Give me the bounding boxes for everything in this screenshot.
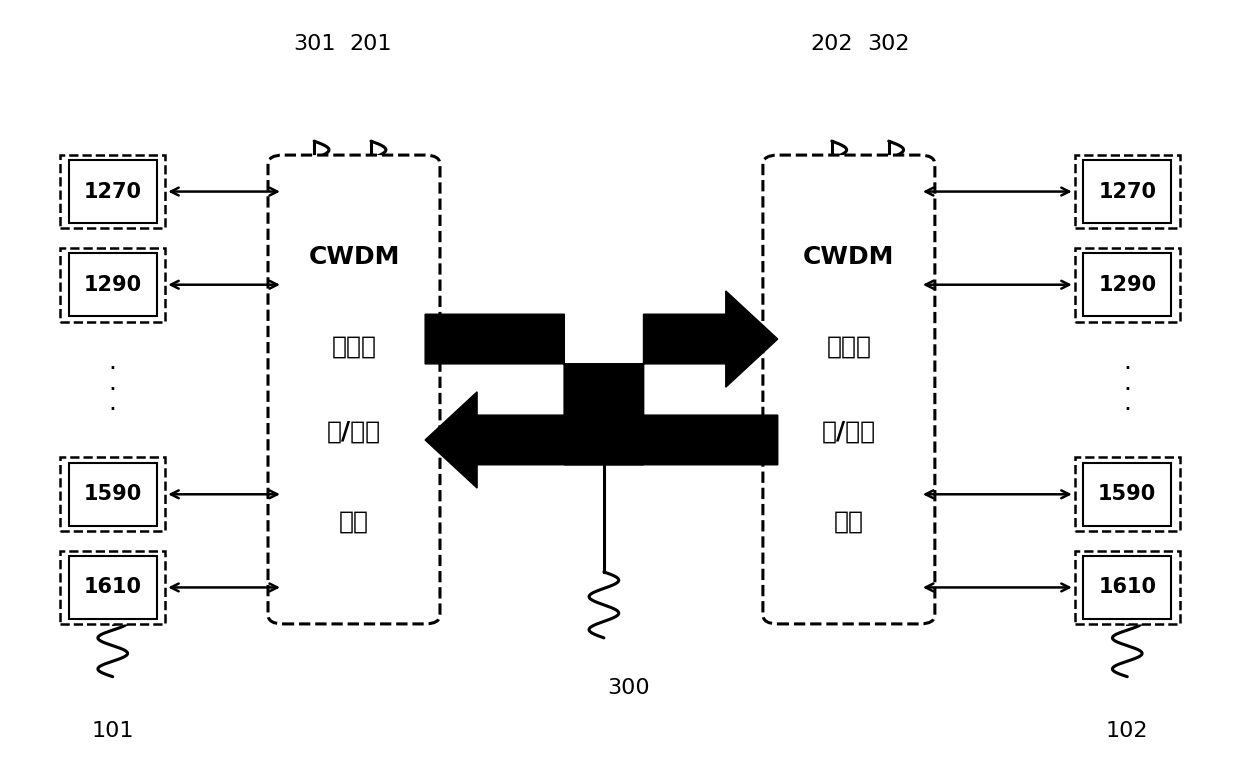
Text: 101: 101 [92,721,134,741]
Text: 用/解复: 用/解复 [822,420,875,444]
FancyBboxPatch shape [61,457,165,531]
Text: ·
·
·: · · · [109,358,117,421]
Text: 用/解复: 用/解复 [327,420,381,444]
Text: 用器: 用器 [833,510,864,534]
FancyBboxPatch shape [1084,556,1172,619]
Polygon shape [564,291,777,465]
Text: CWDM: CWDM [804,245,894,269]
FancyBboxPatch shape [1075,457,1179,531]
FancyBboxPatch shape [68,463,156,526]
FancyBboxPatch shape [1084,160,1172,223]
Text: 300: 300 [608,679,650,698]
Text: 301: 301 [293,34,335,54]
Text: 1610: 1610 [1099,577,1156,597]
Text: 1270: 1270 [84,182,141,202]
FancyBboxPatch shape [1084,253,1172,316]
Text: 波分复: 波分复 [331,335,377,359]
Text: 1590: 1590 [1099,485,1157,504]
FancyBboxPatch shape [1075,551,1179,624]
Text: 102: 102 [1106,721,1148,741]
Text: 1290: 1290 [83,275,141,294]
FancyBboxPatch shape [268,155,440,624]
Text: 1610: 1610 [84,577,141,597]
Text: CWDM: CWDM [309,245,399,269]
FancyBboxPatch shape [68,160,156,223]
Text: 202: 202 [811,34,853,54]
Text: 1270: 1270 [1099,182,1156,202]
Polygon shape [425,314,644,488]
FancyBboxPatch shape [1075,248,1179,322]
Text: 302: 302 [868,34,910,54]
FancyBboxPatch shape [68,253,156,316]
FancyBboxPatch shape [763,155,935,624]
Text: 1590: 1590 [83,485,141,504]
Text: 波分复: 波分复 [826,335,872,359]
FancyBboxPatch shape [61,155,165,228]
FancyBboxPatch shape [61,551,165,624]
Text: ·
·
·: · · · [1123,358,1131,421]
Text: 用器: 用器 [339,510,370,534]
FancyBboxPatch shape [1075,155,1179,228]
Text: 201: 201 [350,34,392,54]
FancyBboxPatch shape [68,556,156,619]
Text: 1290: 1290 [1099,275,1157,294]
FancyBboxPatch shape [61,248,165,322]
FancyBboxPatch shape [1084,463,1172,526]
